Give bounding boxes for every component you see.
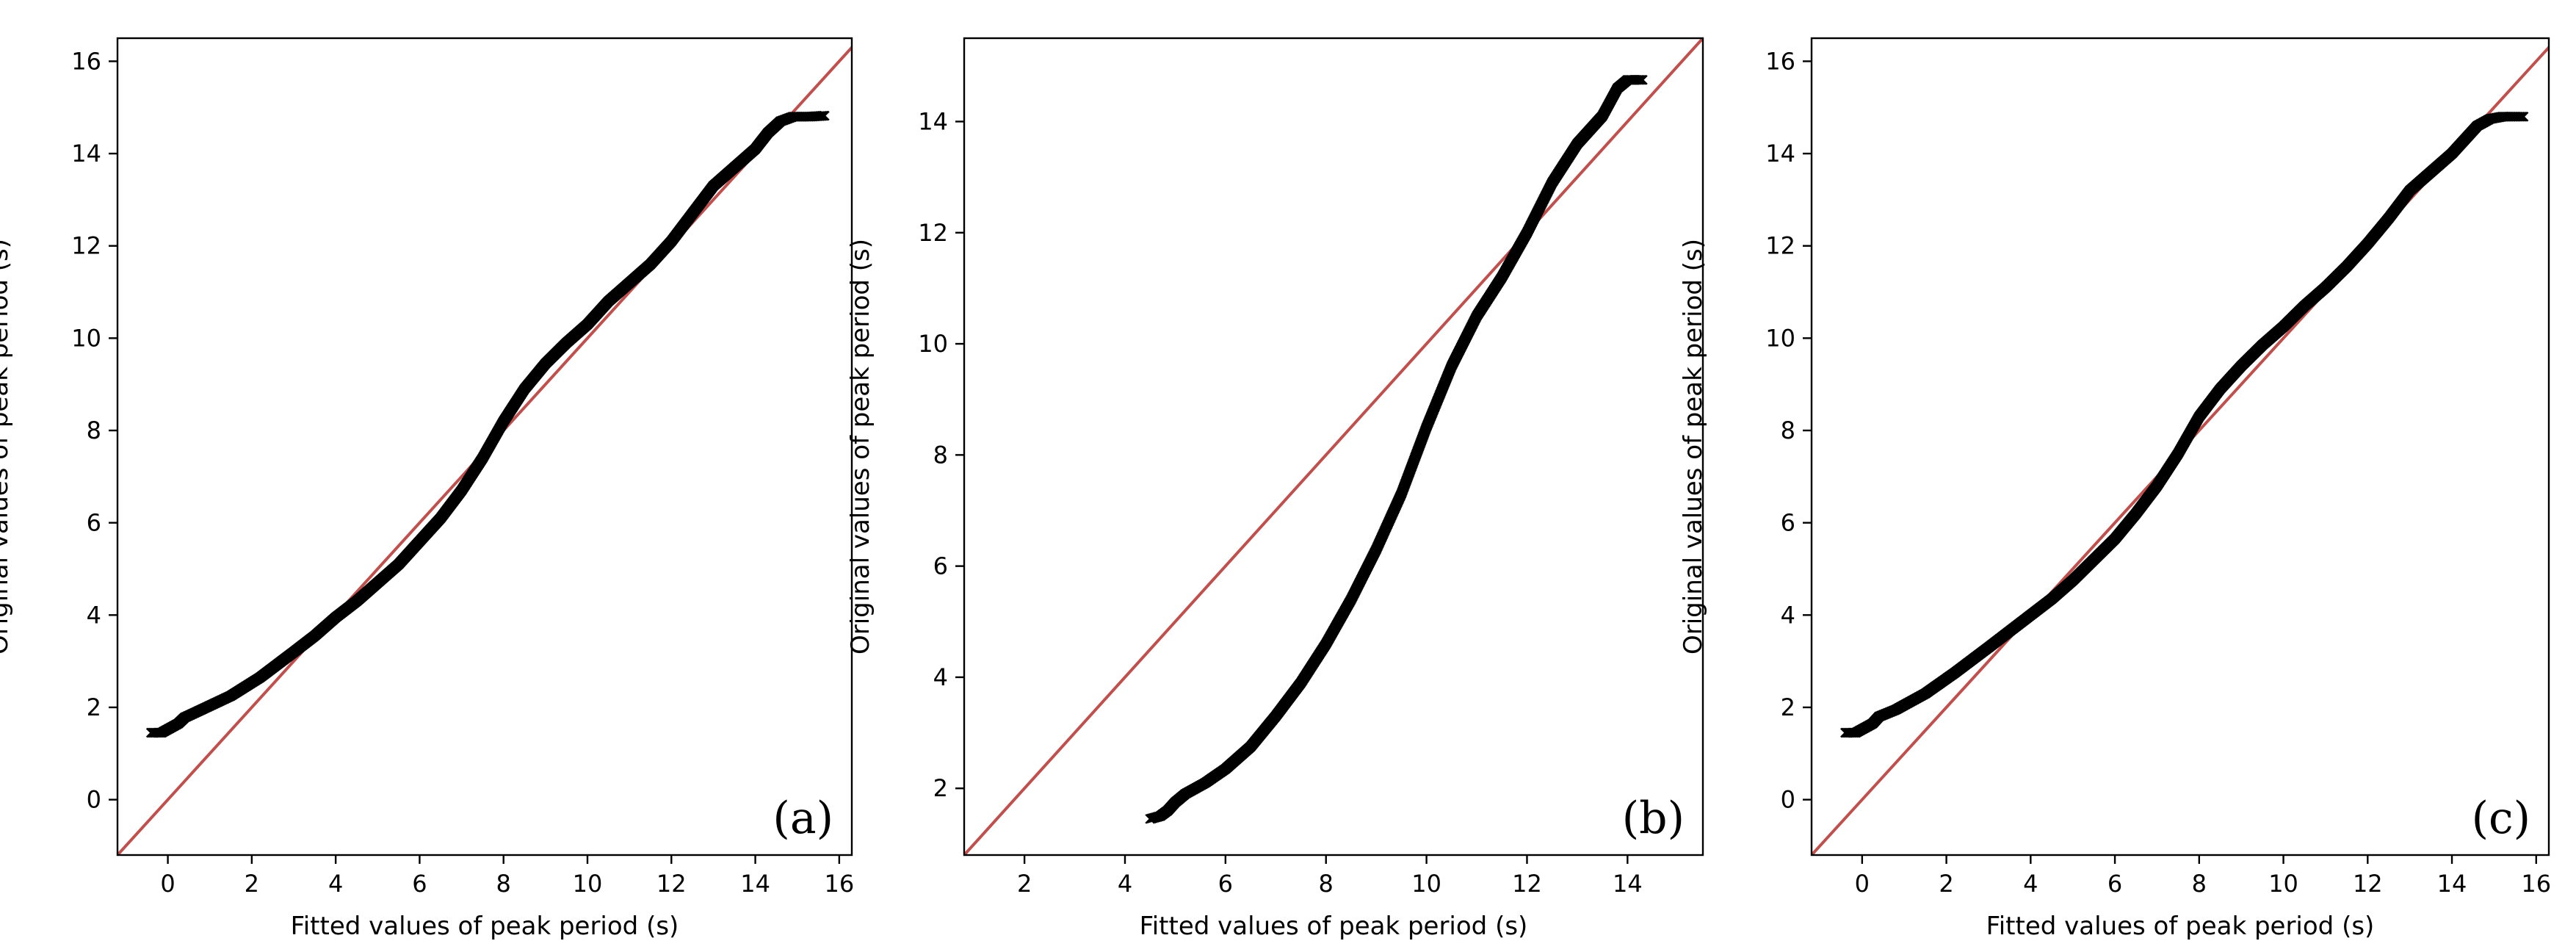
x-tick-label: 8 xyxy=(496,870,511,898)
y-tick-label: 14 xyxy=(1765,140,1795,167)
data-point xyxy=(2517,111,2528,122)
scatter-series xyxy=(145,110,830,738)
panel-label: (b) xyxy=(1622,793,1685,844)
panel-label: (c) xyxy=(2472,793,2530,844)
y-tick-label: 10 xyxy=(1765,324,1795,352)
y-tick-label: 8 xyxy=(1781,416,1795,444)
plot-area xyxy=(964,38,1703,855)
x-tick-label: 2 xyxy=(245,870,259,898)
x-tick-label: 12 xyxy=(1512,870,1542,898)
y-tick-label: 6 xyxy=(933,552,948,580)
y-tick-label: 12 xyxy=(1765,232,1795,260)
x-tick-label: 14 xyxy=(740,870,770,898)
axes-frame xyxy=(963,37,1704,857)
y-tick-label: 2 xyxy=(1781,693,1795,721)
x-tick-label: 10 xyxy=(573,870,603,898)
x-tick-label: 10 xyxy=(2268,870,2298,898)
panel-label: (a) xyxy=(773,793,833,844)
x-tick-label: 8 xyxy=(1319,870,1334,898)
x-tick-label: 8 xyxy=(2192,870,2207,898)
chart-panel-1: 0 2 4 6 8 10 12 14 16 0 2 4 6 8 10 12 14 16 Fitted values … xyxy=(0,37,854,941)
y-tick-label: 12 xyxy=(918,219,948,247)
y-axis-label: Original values of peak period (s) xyxy=(0,239,14,654)
x-tick-label: 0 xyxy=(1855,870,1870,898)
x-tick-label: 4 xyxy=(328,870,343,898)
x-tick-label: 12 xyxy=(2353,870,2383,898)
x-tick-label: 16 xyxy=(824,870,854,898)
y-axis-label: Original values of peak period (s) xyxy=(846,239,875,654)
y-tick-label: 2 xyxy=(87,693,101,721)
data-point xyxy=(2516,111,2526,122)
chart-panel-3: 0 2 4 6 8 10 12 14 16 0 2 4 6 8 10 12 14 16 Fitted values … xyxy=(1679,37,2551,941)
y-tick-label: 14 xyxy=(71,140,101,167)
y-tick-label: 8 xyxy=(87,416,101,444)
x-axis-label: Fitted values of peak period (s) xyxy=(1140,912,1528,941)
y-tick-label: 4 xyxy=(87,601,101,629)
y-tick-label: 14 xyxy=(918,107,948,135)
x-tick-label: 16 xyxy=(2521,870,2551,898)
y-tick-label: 12 xyxy=(71,232,101,260)
data-point xyxy=(1633,74,1644,85)
y-tick-label: 4 xyxy=(933,663,948,691)
x-tick-label: 2 xyxy=(1017,870,1032,898)
y-tick-label: 16 xyxy=(71,47,101,75)
scatter-series xyxy=(1145,74,1648,824)
x-tick-label: 4 xyxy=(1118,870,1132,898)
x-tick-label: 2 xyxy=(1939,870,1953,898)
y-tick-label: 0 xyxy=(87,786,101,814)
y-tick-label: 10 xyxy=(918,330,948,358)
reference-line xyxy=(964,38,1703,855)
scatter-series xyxy=(1840,111,2529,738)
y-tick-label: 0 xyxy=(1781,786,1795,814)
y-tick-label: 8 xyxy=(933,441,948,469)
y-tick-label: 10 xyxy=(71,324,101,352)
data-point xyxy=(820,110,830,121)
x-tick-label: 10 xyxy=(1411,870,1441,898)
data-point xyxy=(1635,74,1645,85)
x-tick-label: 4 xyxy=(2023,870,2038,898)
y-tick-label: 16 xyxy=(1765,47,1795,75)
x-tick-label: 6 xyxy=(2108,870,2122,898)
axes-frame xyxy=(116,37,853,857)
data-point xyxy=(1638,74,1648,85)
x-tick-label: 14 xyxy=(1613,870,1643,898)
y-tick-label: 4 xyxy=(1781,601,1795,629)
y-tick-label: 2 xyxy=(933,774,948,802)
x-axis-label: Fitted values of peak period (s) xyxy=(291,912,679,941)
plot-area xyxy=(117,45,852,855)
data-point xyxy=(2518,111,2529,122)
y-tick-label: 6 xyxy=(87,509,101,537)
plot-area xyxy=(1812,45,2549,855)
axes-frame xyxy=(1810,37,2550,857)
x-tick-label: 12 xyxy=(656,870,687,898)
y-axis-label: Original values of peak period (s) xyxy=(1679,239,1708,654)
chart-panel-2: 2 4 6 8 10 12 14 2 4 6 8 10 12 14 Fitted values of pea… xyxy=(846,37,1704,941)
x-axis-label: Fitted values of peak period (s) xyxy=(1986,912,2375,941)
x-tick-label: 6 xyxy=(1218,870,1233,898)
y-tick-label: 6 xyxy=(1781,509,1795,537)
data-point xyxy=(2514,111,2525,122)
x-tick-label: 14 xyxy=(2437,870,2467,898)
x-tick-label: 6 xyxy=(412,870,427,898)
x-tick-label: 0 xyxy=(160,870,175,898)
data-point xyxy=(1636,74,1646,85)
